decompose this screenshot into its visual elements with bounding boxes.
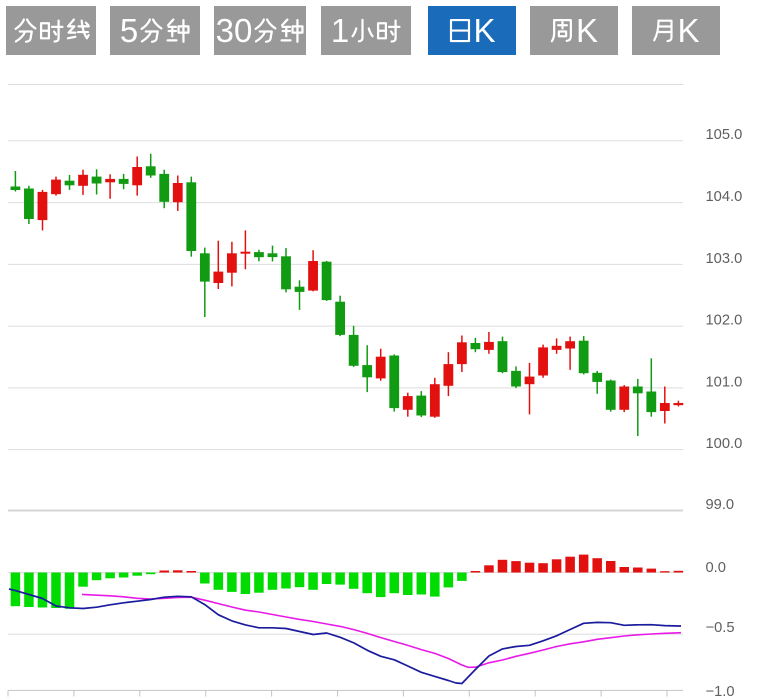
svg-text:104.0: 104.0 (706, 189, 743, 205)
svg-text:−0.5: −0.5 (706, 620, 735, 636)
svg-text:102.0: 102.0 (706, 313, 743, 329)
svg-text:0.0: 0.0 (706, 560, 726, 576)
svg-text:101.0: 101.0 (706, 374, 743, 390)
svg-text:100.0: 100.0 (706, 436, 743, 452)
svg-text:103.0: 103.0 (706, 251, 743, 267)
svg-text:99.0: 99.0 (706, 497, 735, 513)
svg-text:105.0: 105.0 (706, 127, 743, 143)
svg-text:−1.0: −1.0 (706, 684, 735, 699)
